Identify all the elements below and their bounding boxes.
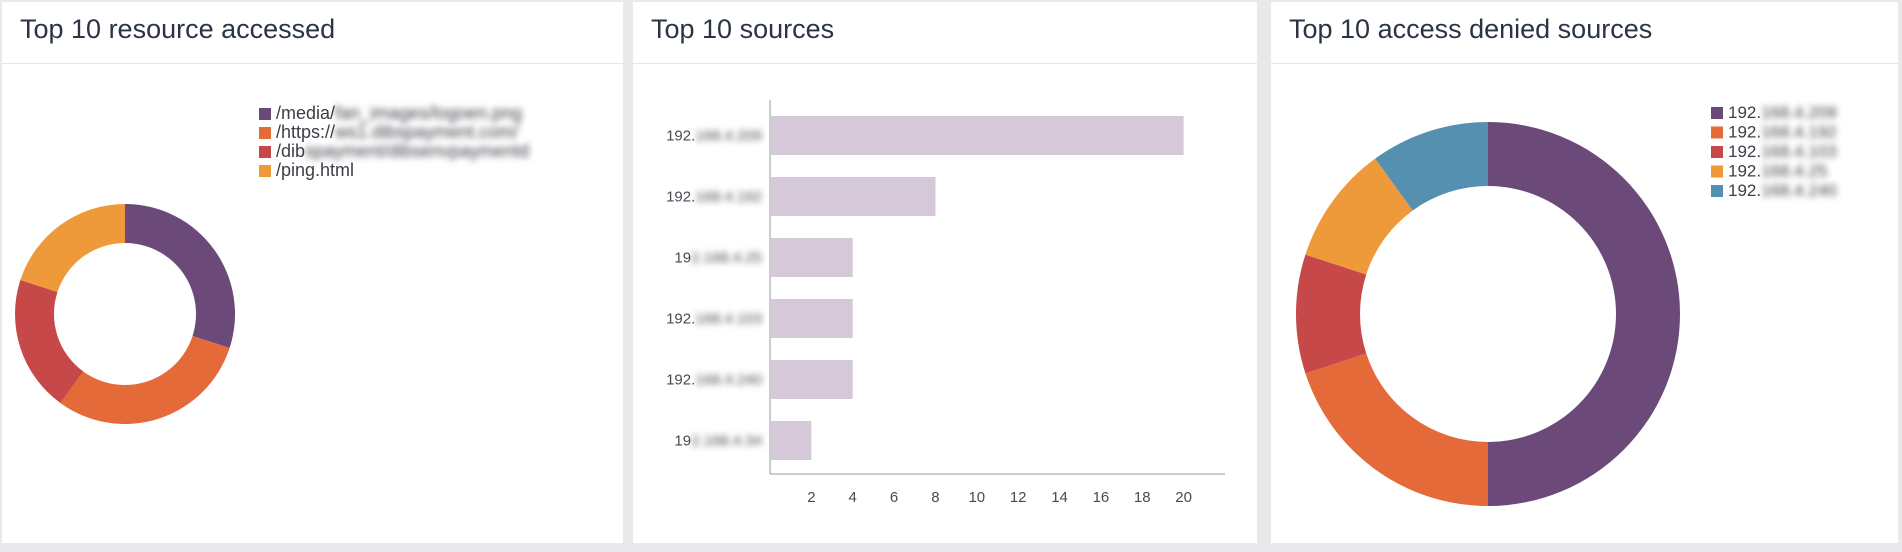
donut-slice[interactable]	[14, 280, 84, 403]
bar[interactable]	[771, 421, 812, 460]
legend-swatch	[1711, 107, 1723, 119]
y-tick-label-redacted: 2.168.4.34	[691, 433, 762, 450]
donut-slice[interactable]	[60, 335, 230, 424]
legend-label-redacted: 168.4.103	[1761, 142, 1837, 161]
legend-swatch	[1711, 126, 1723, 139]
legend-label-redacted: spayment/dibsenvpaymentd	[305, 141, 529, 161]
y-tick-label-redacted: 168.4.209	[695, 128, 762, 145]
panel-title: Top 10 resource accessed	[20, 14, 336, 44]
legend-label: 192.	[1728, 142, 1761, 161]
legend-label-redacted: 168.4.209	[1761, 103, 1837, 122]
panel-header: Top 10 access denied sources	[1271, 2, 1898, 64]
y-tick-label: 192.	[666, 311, 695, 328]
legend-swatch	[1711, 165, 1723, 178]
bar[interactable]	[771, 177, 936, 216]
legend-label: /ping.html	[276, 160, 354, 180]
legend-swatch	[259, 146, 271, 158]
y-tick-label-redacted: 168.4.192	[695, 189, 762, 206]
legend-swatch	[1711, 146, 1723, 158]
donut-slice[interactable]	[1296, 254, 1367, 374]
legend-label-redacted: 168.4.25	[1761, 162, 1827, 181]
resource-donut-chart: /media/fan_images/logoen.png/https://ws1…	[14, 103, 529, 424]
x-tick-label: 8	[931, 489, 939, 506]
panel-title: Top 10 sources	[651, 14, 835, 44]
y-tick-label: 192.	[666, 128, 695, 145]
x-tick-label: 18	[1134, 489, 1151, 506]
sources-bar-chart: 168.4.209192.168.4.192192.2.168.4.251916…	[666, 100, 1225, 506]
x-tick-label: 16	[1093, 489, 1110, 506]
y-tick-label-redacted: 168.4.103	[695, 311, 762, 328]
donut-slice[interactable]	[1305, 158, 1413, 275]
donut-slice[interactable]	[1375, 122, 1488, 211]
x-tick-label: 2	[807, 489, 815, 506]
legend-label-redacted: 168.4.192	[1761, 123, 1837, 142]
panel-title: Top 10 access denied sources	[1289, 14, 1653, 44]
bar[interactable]	[771, 238, 853, 277]
bar[interactable]	[771, 360, 853, 399]
y-tick-label-redacted: 2.168.4.25	[691, 250, 762, 267]
legend-label-redacted: 168.4.240	[1761, 181, 1837, 200]
x-tick-label: 14	[1051, 489, 1068, 506]
donut-slice[interactable]	[20, 204, 126, 293]
legend-label: 192.	[1728, 103, 1761, 122]
panel-denied-sources: Top 10 access denied sources 192. 168.4.2…	[1271, 2, 1898, 543]
panel-top-resources: Top 10 resource accessed /media/fan_imag…	[2, 2, 623, 543]
y-tick-label: 19	[674, 250, 691, 267]
panel-header: Top 10 resource accessed	[2, 2, 623, 64]
legend-label: /https://	[276, 122, 335, 142]
x-tick-label: 6	[890, 489, 898, 506]
legend-swatch	[259, 165, 271, 177]
legend-swatch	[259, 127, 271, 139]
legend-label: /media/	[276, 103, 335, 123]
legend-label: 192.	[1728, 123, 1761, 142]
y-tick-label: 19	[674, 433, 691, 450]
panel-top-sources: Top 10 sources 168.4.209 192. 168.4.192 192…	[633, 2, 1257, 543]
x-tick-label: 20	[1175, 489, 1192, 506]
y-tick-label: 192.	[666, 372, 695, 389]
legend-label-redacted: ws1.dibspayment.com/	[334, 122, 518, 142]
legend-label: 192.	[1728, 181, 1761, 200]
bar[interactable]	[771, 116, 1184, 155]
x-tick-label: 12	[1010, 489, 1027, 506]
panel-header: Top 10 sources	[633, 2, 1257, 64]
y-tick-label: 192.	[666, 189, 695, 206]
legend-label: 192.	[1728, 162, 1761, 181]
donut-slice[interactable]	[125, 204, 235, 348]
legend-label-redacted: fan_images/logoen.png	[335, 103, 522, 124]
donut-slice[interactable]	[1305, 353, 1488, 506]
legend-label: /dib	[276, 141, 305, 161]
y-tick-label-redacted: 168.4.240	[695, 372, 762, 389]
donut-slice[interactable]	[1488, 122, 1680, 506]
legend-swatch	[1711, 185, 1723, 197]
legend-swatch	[259, 108, 271, 120]
x-tick-label: 10	[968, 489, 985, 506]
x-tick-label: 4	[849, 489, 857, 506]
bar[interactable]	[771, 299, 853, 338]
